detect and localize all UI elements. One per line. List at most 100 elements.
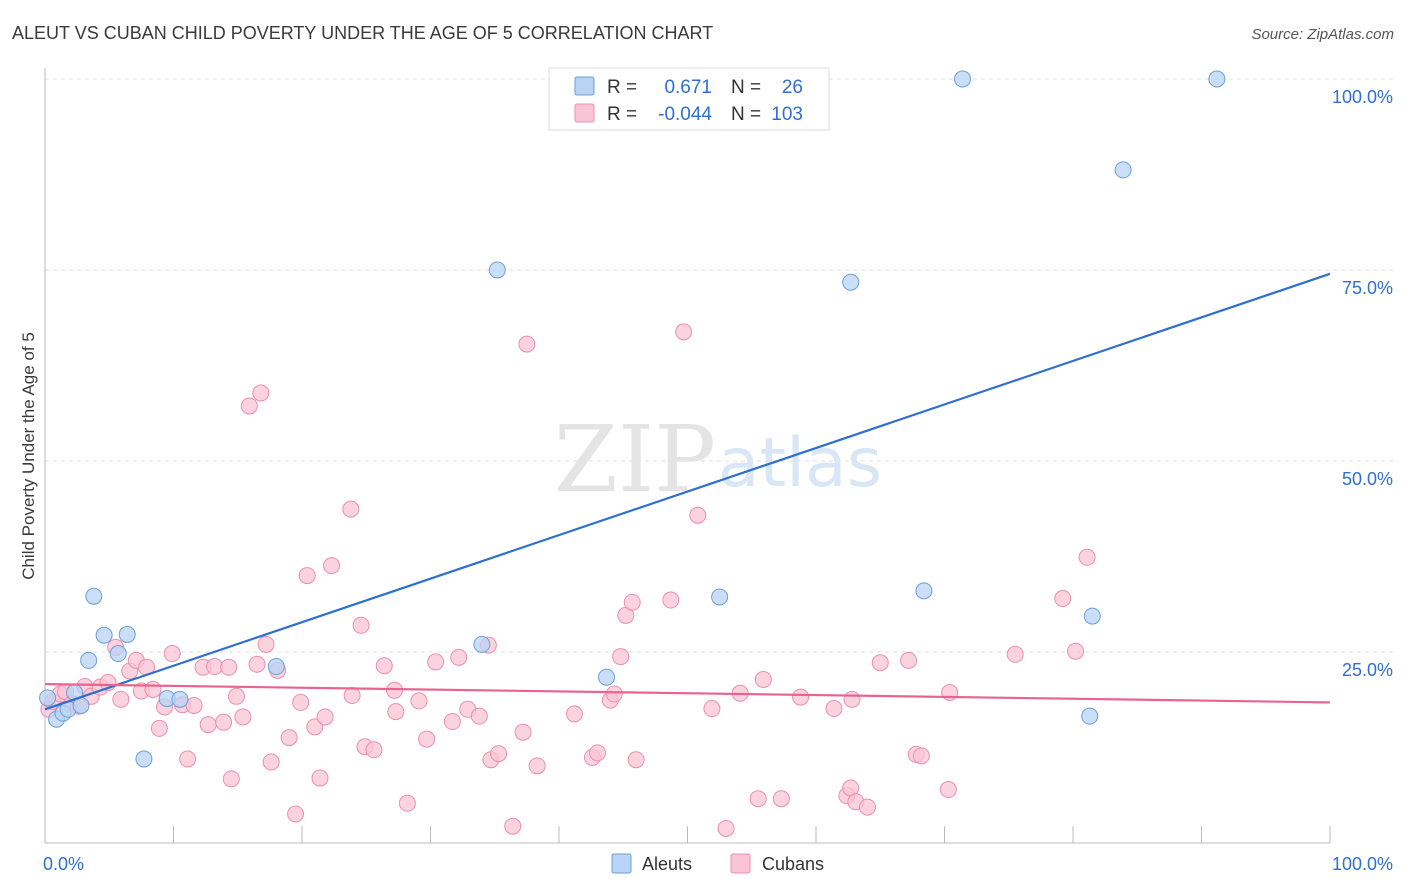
cuban-point (199, 716, 217, 734)
aleut-point (118, 625, 136, 643)
legend-n-value-cubans: 103 (771, 104, 803, 125)
aleut-point (171, 690, 189, 708)
cuban-point (939, 781, 957, 799)
aleut-point (598, 668, 616, 686)
cuban-point (528, 757, 546, 775)
cuban-point (662, 591, 680, 609)
cuban-point (1006, 645, 1024, 663)
bottom-legend-swatch-cubans (730, 853, 751, 874)
legend-r-value-cubans: -0.044 (658, 104, 712, 125)
cuban-point (792, 688, 810, 706)
cuban-point (179, 750, 197, 768)
cuban-point (772, 790, 790, 808)
cuban-point (144, 680, 162, 698)
aleut-trend-line (44, 272, 1331, 711)
cuban-point (900, 651, 918, 669)
cuban-point (112, 690, 130, 708)
cuban-point (443, 713, 461, 731)
cuban-point (163, 645, 181, 663)
cuban-point (754, 671, 772, 689)
legend-n-label-cubans: N = (731, 104, 761, 125)
cuban-point (1078, 548, 1096, 566)
aleut-point (473, 635, 491, 653)
cuban-point (1054, 590, 1072, 608)
cuban-point (605, 685, 623, 703)
aleut-point (135, 750, 153, 768)
y-tick-label: 100.0% (1332, 87, 1393, 107)
bottom-legend-label-aleuts: Aleuts (642, 854, 692, 874)
cuban-point (912, 747, 930, 765)
cuban-point (215, 713, 233, 731)
cuban-point (306, 718, 324, 736)
watermark: ZIP atlas (554, 406, 882, 513)
cuban-point (612, 648, 630, 666)
correlation-legend: R = 0.671 N = 26 R = -0.044 N = 103 (548, 67, 830, 131)
legend-n-value-aleuts: 26 (782, 77, 803, 98)
cuban-point (185, 696, 203, 714)
gridlines: 25.0% 50.0% 75.0% 100.0% (45, 78, 1395, 680)
cuban-point (627, 751, 645, 769)
watermark-zip: ZIP (554, 406, 716, 513)
cuban-point (470, 707, 488, 725)
y-axis-label: Child Poverty Under the Age of 5 (19, 332, 38, 580)
cuban-point (450, 648, 468, 666)
cuban-point (316, 708, 334, 726)
cuban-point (365, 741, 383, 759)
cuban-point (504, 817, 522, 835)
cuban-point (514, 723, 532, 741)
cuban-point (825, 700, 843, 718)
cuban-point (352, 616, 370, 634)
cuban-point (287, 805, 305, 823)
cuban-point (398, 794, 416, 812)
y-tick-label: 75.0% (1342, 278, 1393, 298)
cuban-point (565, 705, 583, 723)
cuban-point (234, 708, 252, 726)
aleut-point (1083, 607, 1101, 625)
cuban-point (323, 557, 341, 575)
cuban-point (222, 770, 240, 788)
cuban-point (298, 567, 316, 585)
cuban-point (871, 654, 889, 672)
legend-n-label-aleuts: N = (731, 77, 761, 98)
cuban-point (843, 690, 861, 708)
x-tick-label-max: 100.0% (1332, 854, 1393, 874)
bottom-legend-swatch-aleuts (611, 853, 632, 874)
cuban-point (342, 500, 360, 518)
x-tick-label-min: 0.0% (43, 854, 84, 874)
cuban-point (280, 729, 298, 747)
aleut-point (95, 626, 113, 644)
cuban-point (675, 323, 693, 341)
aleut-point (488, 261, 506, 279)
cuban-point (375, 657, 393, 675)
chart-title: ALEUT VS CUBAN CHILD POVERTY UNDER THE A… (12, 23, 713, 43)
cuban-point (589, 744, 607, 762)
cuban-point (518, 335, 536, 353)
cuban-point (206, 658, 224, 676)
aleut-point (953, 70, 971, 88)
aleut-point (1114, 161, 1132, 179)
cuban-point (150, 719, 168, 737)
cuban-point (252, 384, 270, 402)
legend-box (548, 67, 830, 131)
y-tick-label: 50.0% (1342, 469, 1393, 489)
cuban-point (410, 692, 428, 710)
cuban-point (1067, 642, 1085, 660)
aleut-point (1208, 70, 1226, 88)
aleut-point (842, 273, 860, 291)
cuban-point (343, 687, 361, 705)
cuban-point (387, 703, 405, 721)
cuban-point (703, 700, 721, 718)
cuban-point (418, 730, 436, 748)
cuban-point (749, 790, 767, 808)
cuban-point (227, 687, 245, 705)
cuban-point (240, 397, 258, 415)
cuban-point (858, 798, 876, 816)
legend-r-label-cubans: R = (607, 104, 637, 125)
cuban-point (689, 506, 707, 524)
source-label: Source: ZipAtlas.com (1251, 26, 1394, 43)
cuban-point (262, 753, 280, 771)
cuban-point (717, 819, 735, 837)
cuban-point (292, 693, 310, 711)
aleut-point (915, 582, 933, 600)
